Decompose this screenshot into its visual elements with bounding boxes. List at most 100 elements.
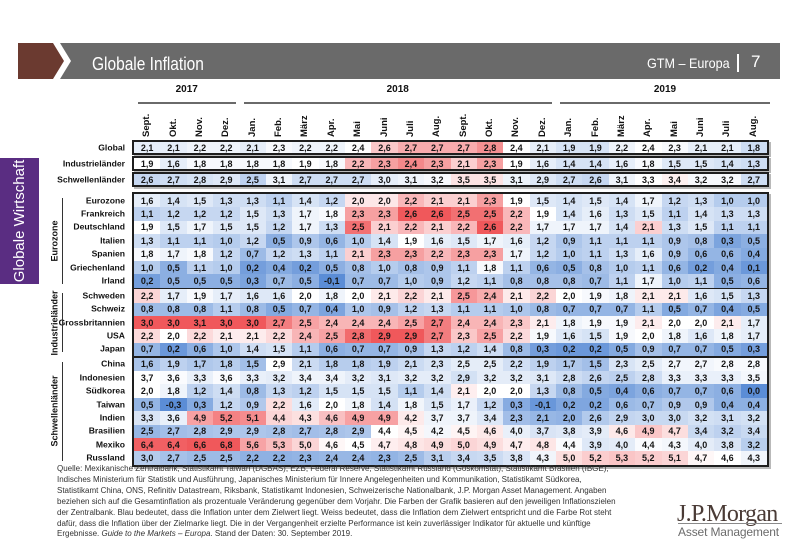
heat-cell: 0,2: [687, 260, 715, 275]
table-row: Spanien 1,8 1,7 1,8 1,2 0,7 1,2 1,3 1,1 2,1 2,3 2,3…: [92, 247, 767, 261]
heat-cell: 0,9: [556, 234, 583, 248]
heat-cell: 1,4: [239, 342, 266, 357]
heat-cell: 4,3: [661, 438, 688, 452]
heat-cell: 0,6: [318, 342, 345, 357]
year-rule: [560, 102, 770, 104]
heat-cell: 2,2: [503, 357, 530, 372]
heat-cell: 2,2: [450, 220, 477, 235]
heat-cell: -0,3: [160, 397, 187, 412]
row-label: Japan: [100, 343, 125, 354]
heat-cell: 2,0: [661, 316, 688, 330]
heat-cell: 1,2: [186, 207, 214, 221]
heat-cell: 1,4: [476, 342, 504, 357]
heat-cell: 2,7: [397, 142, 425, 153]
heat-cell: 1,1: [397, 384, 425, 398]
heat-cell: 1,1: [582, 247, 609, 261]
heat-cell: 4,9: [371, 411, 398, 425]
heat-cell: 1,8: [134, 247, 161, 261]
heat-cell: 1,8: [397, 397, 425, 412]
month-label: Sept.: [141, 113, 153, 137]
heat-cell: 2,5: [345, 220, 372, 235]
heat-cell: 2,1: [714, 142, 741, 153]
table-row: Italien 1,3 1,1 1,1 1,0 1,2 0,5 0,9 0,6 1,0 1,4 1,9…: [100, 234, 767, 248]
heat-cell: 3,4: [740, 424, 767, 439]
heat-cell: 1,9: [556, 142, 583, 153]
heat-cell: 2,0: [503, 384, 530, 398]
heat-cell: 2,7: [160, 451, 187, 465]
heat-cell: 1,5: [371, 384, 398, 398]
section-tab: Globale Wirtschaft: [0, 158, 39, 284]
year-rule: [243, 102, 552, 104]
heat-cell: 1,5: [450, 234, 477, 248]
heat-cell: 2,9: [608, 411, 636, 425]
table-row: Eurozone 1,6 1,4 1,5 1,3 1,3 1,1 1,4 1,2 2,0 2,0 2,…: [86, 194, 767, 208]
heat-cell: 2,1: [635, 289, 662, 303]
heat-cell: 2,1: [160, 142, 187, 153]
heat-cell: 2,1: [687, 142, 715, 153]
heat-cell: 4,9: [635, 424, 662, 439]
heat-cell: 2,1: [503, 289, 530, 303]
heat-cell: 1,3: [424, 342, 451, 357]
heat-cell: 2,4: [318, 316, 345, 330]
heat-cell: 3,1: [608, 174, 636, 185]
heat-cell: 1,7: [213, 289, 240, 303]
row-label: Schweden: [82, 290, 125, 301]
heat-cell: 1,1: [635, 260, 662, 275]
group-separator: [134, 356, 767, 358]
heat-cell: 2,8: [318, 424, 345, 439]
heat-cell: 0,8: [556, 384, 583, 398]
heat-cell: 0,2: [160, 342, 187, 357]
heat-cell: 2,5: [635, 357, 662, 372]
heat-cell: 3,0: [661, 411, 688, 425]
heat-cell: 3,0: [160, 316, 187, 330]
heat-cell: 0,4: [714, 397, 741, 412]
heat-cell: 1,4: [608, 194, 636, 208]
heat-cell: 2,4: [318, 451, 345, 465]
heat-cell: 2,6: [397, 207, 425, 221]
month-label: Mai: [668, 121, 680, 137]
heat-cell: 1,1: [186, 234, 214, 248]
year-rule: [138, 102, 236, 104]
heat-cell: 2,9: [213, 174, 240, 185]
heat-cell: 2,4: [345, 142, 372, 153]
heat-cell: 0,5: [608, 342, 636, 357]
heat-cell: 0,6: [635, 384, 662, 398]
footnote-date: . Stand der Daten: 30. September 2019.: [210, 529, 353, 539]
group-label: Schwellenländer: [49, 375, 60, 447]
heat-cell: 1,3: [213, 194, 240, 208]
table-row: Mexiko 6,4 6,4 6,6 6,8 5,6 5,3 5,0 4,6 4,5 4,7 4,8 4…: [96, 438, 767, 452]
year-label: 2018: [386, 84, 409, 95]
heat-cell: 1,9: [503, 158, 530, 169]
header-chevron: [18, 43, 64, 79]
heat-cell: 1,2: [213, 397, 240, 412]
heat-cell: 1,8: [186, 158, 214, 169]
heat-cell: 1,5: [661, 158, 688, 169]
heat-cell: 2,5: [134, 424, 161, 439]
heat-cell: 2,5: [476, 207, 504, 221]
heat-cell: 1,8: [635, 158, 662, 169]
heat-cell: -0,1: [318, 274, 345, 288]
series-label: GTM – Europa: [647, 55, 730, 71]
heat-cell: 0,8: [556, 274, 583, 288]
heat-cell: 1,9: [529, 329, 556, 343]
heat-cell: 2,7: [318, 174, 345, 185]
heat-cell: 1,6: [687, 289, 715, 303]
heat-cell: 0,9: [239, 397, 266, 412]
heat-cell: 2,5: [450, 207, 477, 221]
month-label: Apr.: [642, 118, 654, 137]
heat-cell: 2,5: [450, 357, 477, 372]
heat-cell: 3,3: [714, 371, 741, 385]
heat-cell: 0,5: [134, 397, 161, 412]
heat-cell: 2,3: [397, 247, 425, 261]
heat-cell: 1,8: [318, 207, 345, 221]
heat-cell: 2,8: [556, 371, 583, 385]
heat-cell: 0,7: [345, 274, 372, 288]
heat-cell: 1,6: [239, 289, 266, 303]
heat-cell: 1,9: [529, 357, 556, 372]
heat-cell: 1,3: [740, 289, 767, 303]
heat-cell: 1,2: [450, 342, 477, 357]
footnote-line: Quelle: Mexikanische Zentralbank, Statis…: [57, 464, 609, 473]
heat-cell: 2,0: [134, 384, 161, 398]
heat-cell: 2,0: [318, 397, 345, 412]
country-table: Eurozone 1,6 1,4 1,5 1,3 1,3 1,1 1,4 1,2 2,0 2,0 2,…: [59, 192, 769, 467]
